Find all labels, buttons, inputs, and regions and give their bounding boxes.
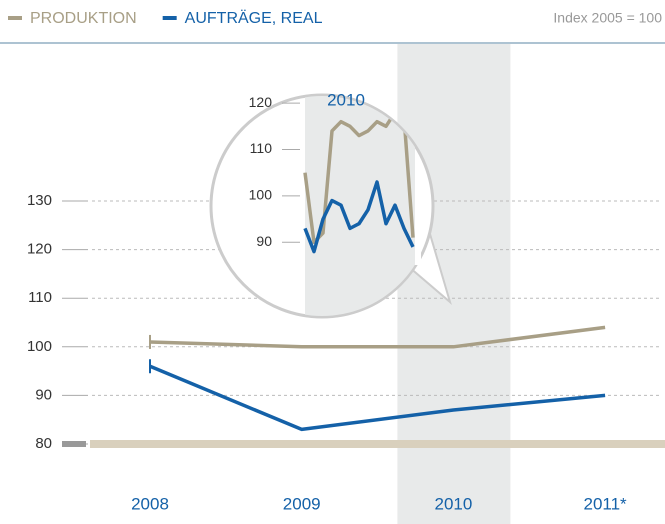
y-tick-label: 100 <box>27 338 52 355</box>
x-tick-label: 2011* <box>584 494 628 513</box>
legend-swatch <box>8 16 22 20</box>
baseline-tick <box>62 441 86 447</box>
inset-y-tick-label: 90 <box>256 233 272 249</box>
legend-label: PRODUKTION <box>30 10 137 27</box>
series-line <box>149 325 606 349</box>
x-tick-label: 2010 <box>434 494 472 513</box>
baseline-band <box>90 440 665 448</box>
highlight-band <box>397 44 511 524</box>
y-tick-label: 120 <box>27 241 52 258</box>
y-tick-label: 130 <box>27 192 52 209</box>
x-tick-label: 2009 <box>283 494 321 513</box>
inset-title: 2010 <box>327 90 365 109</box>
legend-label: AUFTRÄGE, REAL <box>185 9 323 27</box>
series-line <box>149 364 606 432</box>
x-tick-label: 2008 <box>131 494 169 513</box>
y-tick-label: 110 <box>28 289 52 306</box>
y-tick-label: 80 <box>35 435 52 452</box>
inset-y-tick-label: 120 <box>249 94 273 110</box>
subtitle: Index 2005 = 100 <box>553 10 662 26</box>
y-tick-label: 90 <box>35 386 52 403</box>
legend-swatch <box>162 16 177 20</box>
series-line <box>303 180 415 254</box>
inset-y-tick-label: 100 <box>249 187 273 203</box>
inset-y-tick-label: 110 <box>250 140 273 156</box>
